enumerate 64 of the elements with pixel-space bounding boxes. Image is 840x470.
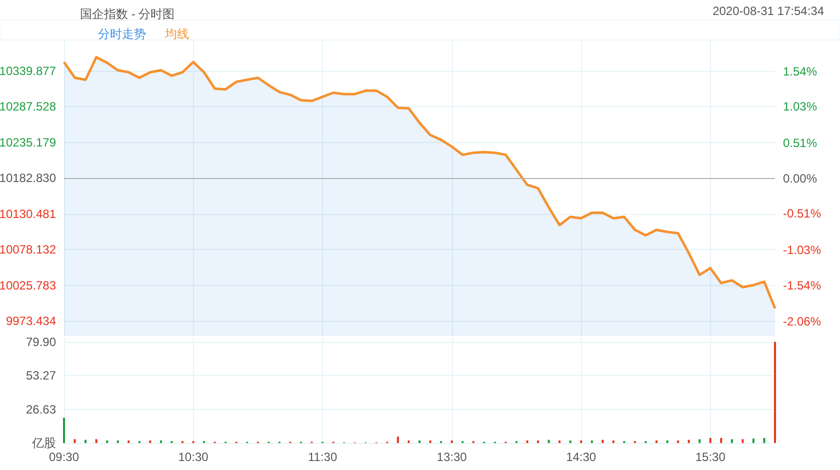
bar [677, 440, 680, 443]
bar [688, 440, 690, 443]
x-tick-label: 09:30 [48, 450, 80, 464]
text: 2020-08-31 17:54:34 [712, 4, 824, 18]
bar [537, 440, 539, 443]
series-label: 均线 [164, 27, 189, 41]
x-tick-label: 11:30 [308, 450, 338, 464]
y2-tick-label: -0.51% [783, 206, 822, 221]
y-tick-label: 亿股 [31, 436, 56, 450]
bar [63, 418, 65, 443]
bar [450, 440, 453, 443]
bar [742, 439, 744, 443]
bar [709, 438, 712, 443]
x-tick-label: 14:30 [566, 450, 596, 464]
x-tick-label: 10:30 [178, 450, 209, 464]
y-tick-label: 9973.434 [6, 314, 56, 328]
bar [656, 440, 658, 443]
bar [548, 440, 550, 443]
y2-tick-label: 0.00% [783, 171, 818, 186]
y2-tick-label: 1.03% [783, 100, 818, 114]
y-tick-label: 79.90 [26, 334, 56, 349]
bar [74, 439, 76, 443]
y-tick-label: 10182.830 [0, 171, 56, 186]
y-tick-label: 10078.132 [0, 242, 56, 257]
y-tick-label: 53.27 [26, 368, 56, 383]
bar [580, 440, 582, 443]
bar [558, 440, 561, 443]
bar [84, 440, 87, 443]
bar [774, 342, 776, 443]
bar [429, 440, 432, 443]
bar [408, 440, 410, 443]
x-tick-label: 15:30 [695, 450, 726, 464]
y-tick-label: 26.63 [26, 402, 56, 416]
y-tick-label: 10025.783 [0, 278, 56, 292]
bar [569, 440, 572, 443]
y-tick-label: 10339.877 [0, 64, 56, 78]
y2-tick-label: 1.54% [783, 64, 818, 78]
bar [526, 440, 528, 443]
bar [752, 438, 754, 443]
x-tick-label: 13:30 [436, 450, 468, 464]
y-tick-label: 10130.481 [0, 206, 56, 221]
bar [116, 440, 119, 443]
y2-tick-label: 0.51% [783, 136, 818, 150]
bar [95, 439, 98, 443]
series-label: 分时走势 [98, 27, 146, 41]
bar [160, 440, 162, 443]
bar [612, 440, 614, 443]
bar [106, 440, 108, 443]
bar [149, 440, 152, 443]
bar [698, 439, 701, 443]
bar [418, 440, 420, 443]
y-tick-label: 10287.528 [0, 100, 56, 114]
bar [730, 439, 733, 443]
y2-tick-label: -1.54% [783, 278, 822, 292]
chart-title: 国企指数 - 分时图 [80, 7, 175, 21]
bar [396, 436, 399, 443]
y2-tick-label: -1.03% [783, 242, 822, 257]
bar [590, 440, 593, 443]
bar [720, 438, 722, 443]
bar [666, 440, 668, 443]
y2-tick-label: -2.06% [783, 314, 822, 328]
y-tick-label: 10235.179 [0, 135, 56, 150]
bar [602, 440, 604, 443]
bar [763, 438, 766, 443]
